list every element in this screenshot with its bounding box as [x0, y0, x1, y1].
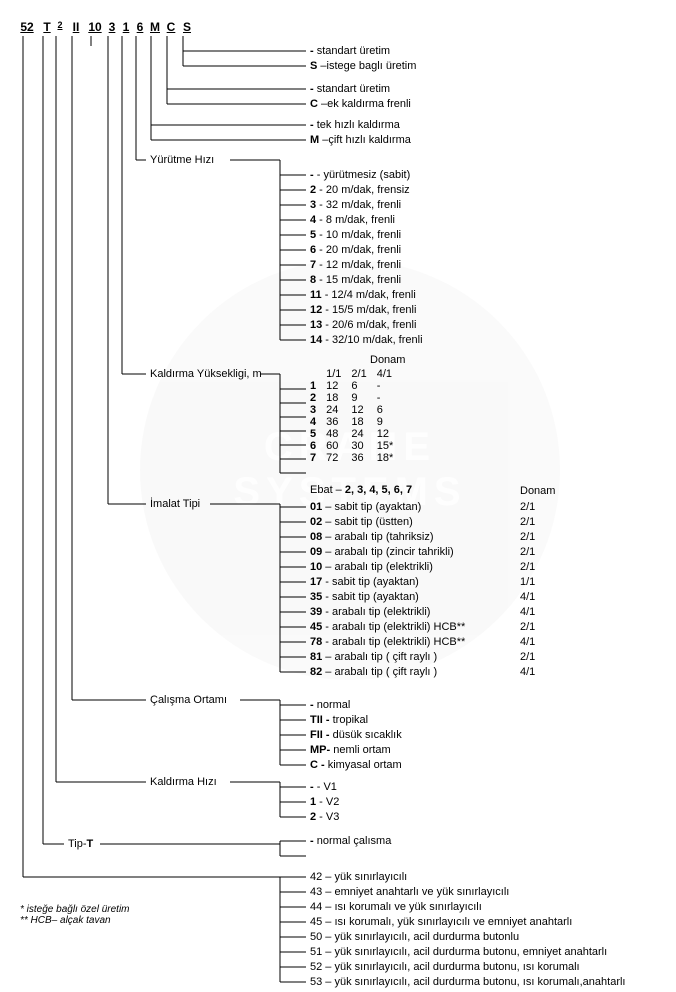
- list-line: 2 - V3: [310, 810, 510, 825]
- list-line: 50 – yük sınırlayıcılı, acil durdurma bu…: [310, 930, 519, 945]
- list-line: - - V1: [310, 780, 510, 795]
- list-line: 08 – arabalı tip (tahriksiz): [310, 530, 510, 545]
- list-line: 5 - 10 m/dak, frenli: [310, 228, 510, 243]
- list-line: 45 - arabalı tip (elektrikli) HCB**: [310, 620, 510, 635]
- donam-value: 2/1: [520, 620, 535, 635]
- donam-value: 2/1: [520, 545, 535, 560]
- list-line: 4 - 8 m/dak, frenli: [310, 213, 510, 228]
- code-seg-5: 3: [106, 20, 118, 34]
- list-line: C - kimyasal ortam: [310, 758, 510, 773]
- list-line: - standart üretim: [310, 82, 510, 97]
- list-line: 8 - 15 m/dak, frenli: [310, 273, 510, 288]
- list-block-speed: - - yürütmesiz (sabit)2 - 20 m/dak, fren…: [310, 168, 510, 348]
- code-seg-0: 52: [18, 20, 36, 34]
- list-line: - - yürütmesiz (sabit): [310, 168, 510, 183]
- section-label-speed: Yürütme Hızı: [150, 154, 214, 166]
- table-footer-height: Ebat – 2, 3, 4, 5, 6, 7: [310, 484, 412, 496]
- list-block-tip: - normal çalısma: [310, 834, 510, 849]
- list-line: 3 - 32 m/dak, frenli: [310, 198, 510, 213]
- code-seg-8: M: [148, 20, 162, 34]
- code-seg-6: 1: [120, 20, 132, 34]
- list-line: 44 – ısı korumalı ve yük sınırlayıcılı: [310, 900, 510, 915]
- donam-value: 2/1: [520, 560, 535, 575]
- list-line: 7 - 12 m/dak, frenli: [310, 258, 510, 273]
- list-line: 43 – emniyet anahtarlı ve yük sınırlayıc…: [310, 885, 510, 900]
- donam-value: 4/1: [520, 635, 535, 650]
- donam-value: 4/1: [520, 665, 535, 680]
- donam-header: Donam: [520, 485, 555, 497]
- footnotes: * isteğe bağlı özel üretim** HCB– alçak …: [20, 904, 130, 926]
- list-line: 11 - 12/4 m/dak, frenli: [310, 288, 510, 303]
- list-line: 53 – yük sınırlayıcılı, acil durdurma bu…: [310, 975, 625, 990]
- list-line: M –çift hızlı kaldırma: [310, 133, 510, 148]
- list-block-m: - tek hızlı kaldırmaM –çift hızlı kaldır…: [310, 118, 510, 148]
- list-line: - normal çalısma: [310, 834, 510, 849]
- donam-value: 2/1: [520, 650, 535, 665]
- list-line: 17 - sabit tip (ayaktan): [310, 575, 510, 590]
- donam-value: 1/1: [520, 575, 535, 590]
- donam-value: 4/1: [520, 590, 535, 605]
- code-seg-9: C: [164, 20, 178, 34]
- list-line: 6 - 20 m/dak, frenli: [310, 243, 510, 258]
- list-block-lift: - - V11 - V22 - V3: [310, 780, 510, 825]
- list-line: 45 – ısı korumalı, yük sınırlayıcılı ve …: [310, 915, 572, 930]
- list-line: - normal: [310, 698, 510, 713]
- donam-value: 2/1: [520, 515, 535, 530]
- list-line: - tek hızlı kaldırma: [310, 118, 510, 133]
- list-line: C –ek kaldırma frenli: [310, 97, 510, 112]
- donam-value: 2/1: [520, 530, 535, 545]
- list-line: FII - düsük sıcaklık: [310, 728, 510, 743]
- section-label-env: Çalışma Ortamı: [150, 694, 227, 706]
- list-line: 12 - 15/5 m/dak, frenli: [310, 303, 510, 318]
- list-line: 78 - arabalı tip (elektrikli) HCB**: [310, 635, 510, 650]
- list-line: MP- nemli ortam: [310, 743, 510, 758]
- list-line: 13 - 20/6 m/dak, frenli: [310, 318, 510, 333]
- table-height: 1/12/14/11126-2189-324126436189548241266…: [310, 368, 403, 464]
- list-block-manuf: 01 – sabit tip (ayaktan)2/102 – sabit ti…: [310, 500, 510, 680]
- code-seg-3: II: [69, 20, 83, 34]
- list-block-env: - normalTII - tropikalFII - düsük sıcakl…: [310, 698, 510, 773]
- list-line: - standart üretim: [310, 44, 510, 59]
- section-label-height: Kaldırma Yüksekligi, m: [150, 368, 262, 380]
- list-line: 2 - 20 m/dak, frensiz: [310, 183, 510, 198]
- list-line: 10 – arabalı tip (elektrikli): [310, 560, 510, 575]
- list-line: 14 - 32/10 m/dak, frenli: [310, 333, 510, 348]
- list-line: 09 – arabalı tip (zincir tahrikli): [310, 545, 510, 560]
- section-label-tip: Tip-T: [68, 838, 93, 850]
- list-line: 1 - V2: [310, 795, 510, 810]
- code-seg-7: 6: [134, 20, 146, 34]
- list-line: 82 – arabalı tip ( çift raylı ): [310, 665, 510, 680]
- donam-value: 4/1: [520, 605, 535, 620]
- list-line: 01 – sabit tip (ayaktan): [310, 500, 510, 515]
- list-line: S –istege baglı üretim: [310, 59, 510, 74]
- list-line: 35 - sabit tip (ayaktan): [310, 590, 510, 605]
- list-line: 51 – yük sınırlayıcılı, acil durdurma bu…: [310, 945, 607, 960]
- list-line: TII - tropikal: [310, 713, 510, 728]
- donam-value: 2/1: [520, 500, 535, 515]
- code-seg-10: S: [180, 20, 194, 34]
- code-seg-1: T: [40, 20, 54, 34]
- list-line: 42 – yük sınırlayıcılı: [310, 870, 510, 885]
- code-seg-2: 2: [54, 20, 66, 30]
- list-line: 52 – yük sınırlayıcılı, acil durdurma bu…: [310, 960, 580, 975]
- list-block-model: 42 – yük sınırlayıcılı43 – emniyet anaht…: [310, 870, 625, 990]
- table-title-height: Donam: [370, 354, 405, 366]
- list-line: 81 – arabalı tip ( çift raylı ): [310, 650, 510, 665]
- list-line: 02 – sabit tip (üstten): [310, 515, 510, 530]
- section-label-lift: Kaldırma Hızı: [150, 776, 217, 788]
- list-line: 39 - arabalı tip (elektrikli): [310, 605, 510, 620]
- list-block-s: - standart üretimS –istege baglı üretim: [310, 44, 510, 74]
- code-seg-4: 10: [86, 20, 104, 34]
- list-block-c: - standart üretimC –ek kaldırma frenli: [310, 82, 510, 112]
- section-label-manuf: İmalat Tipi: [150, 498, 200, 510]
